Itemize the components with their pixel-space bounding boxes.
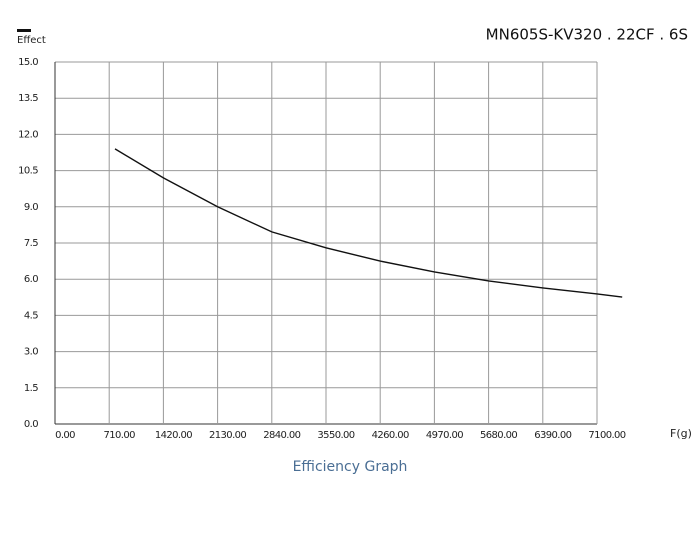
x-tick-label: 710.00 (104, 430, 136, 441)
y-axis-label: Effect (17, 35, 46, 46)
y-tick-label: 13.5 (18, 93, 38, 104)
y-tick-label: 0.0 (24, 419, 38, 430)
x-tick-label: 4970.00 (426, 430, 463, 441)
y-tick-label: 7.5 (24, 238, 38, 249)
legend-swatch (17, 29, 31, 32)
y-tick-label: 12.0 (18, 129, 38, 140)
line-series (114, 148, 623, 298)
x-axis-label: F(g) (670, 427, 692, 440)
chart-caption: Efficiency Graph (293, 459, 408, 475)
x-tick-label: 2840.00 (263, 430, 300, 441)
y-tick-label: 10.5 (18, 166, 38, 177)
x-tick-label: 2130.00 (209, 430, 246, 441)
x-tick-label: 7100.00 (588, 430, 625, 441)
x-tick-label: 5680.00 (480, 430, 517, 441)
y-tick-label: 4.5 (24, 310, 38, 321)
y-tick-label: 1.5 (24, 383, 38, 394)
y-tick-label: 6.0 (24, 274, 38, 285)
chart-title: MN605S-KV320 . 22CF . 6S (486, 26, 688, 44)
x-tick-label: 6390.00 (534, 430, 571, 441)
y-tick-label: 3.0 (24, 347, 38, 358)
x-tick-label: 0.00 (55, 430, 75, 441)
x-tick-label: 1420.00 (155, 430, 192, 441)
x-tick-label: 3550.00 (317, 430, 354, 441)
y-tick-label: 9.0 (24, 202, 38, 213)
y-tick-label: 15.0 (18, 57, 38, 68)
x-tick-label: 4260.00 (372, 430, 409, 441)
